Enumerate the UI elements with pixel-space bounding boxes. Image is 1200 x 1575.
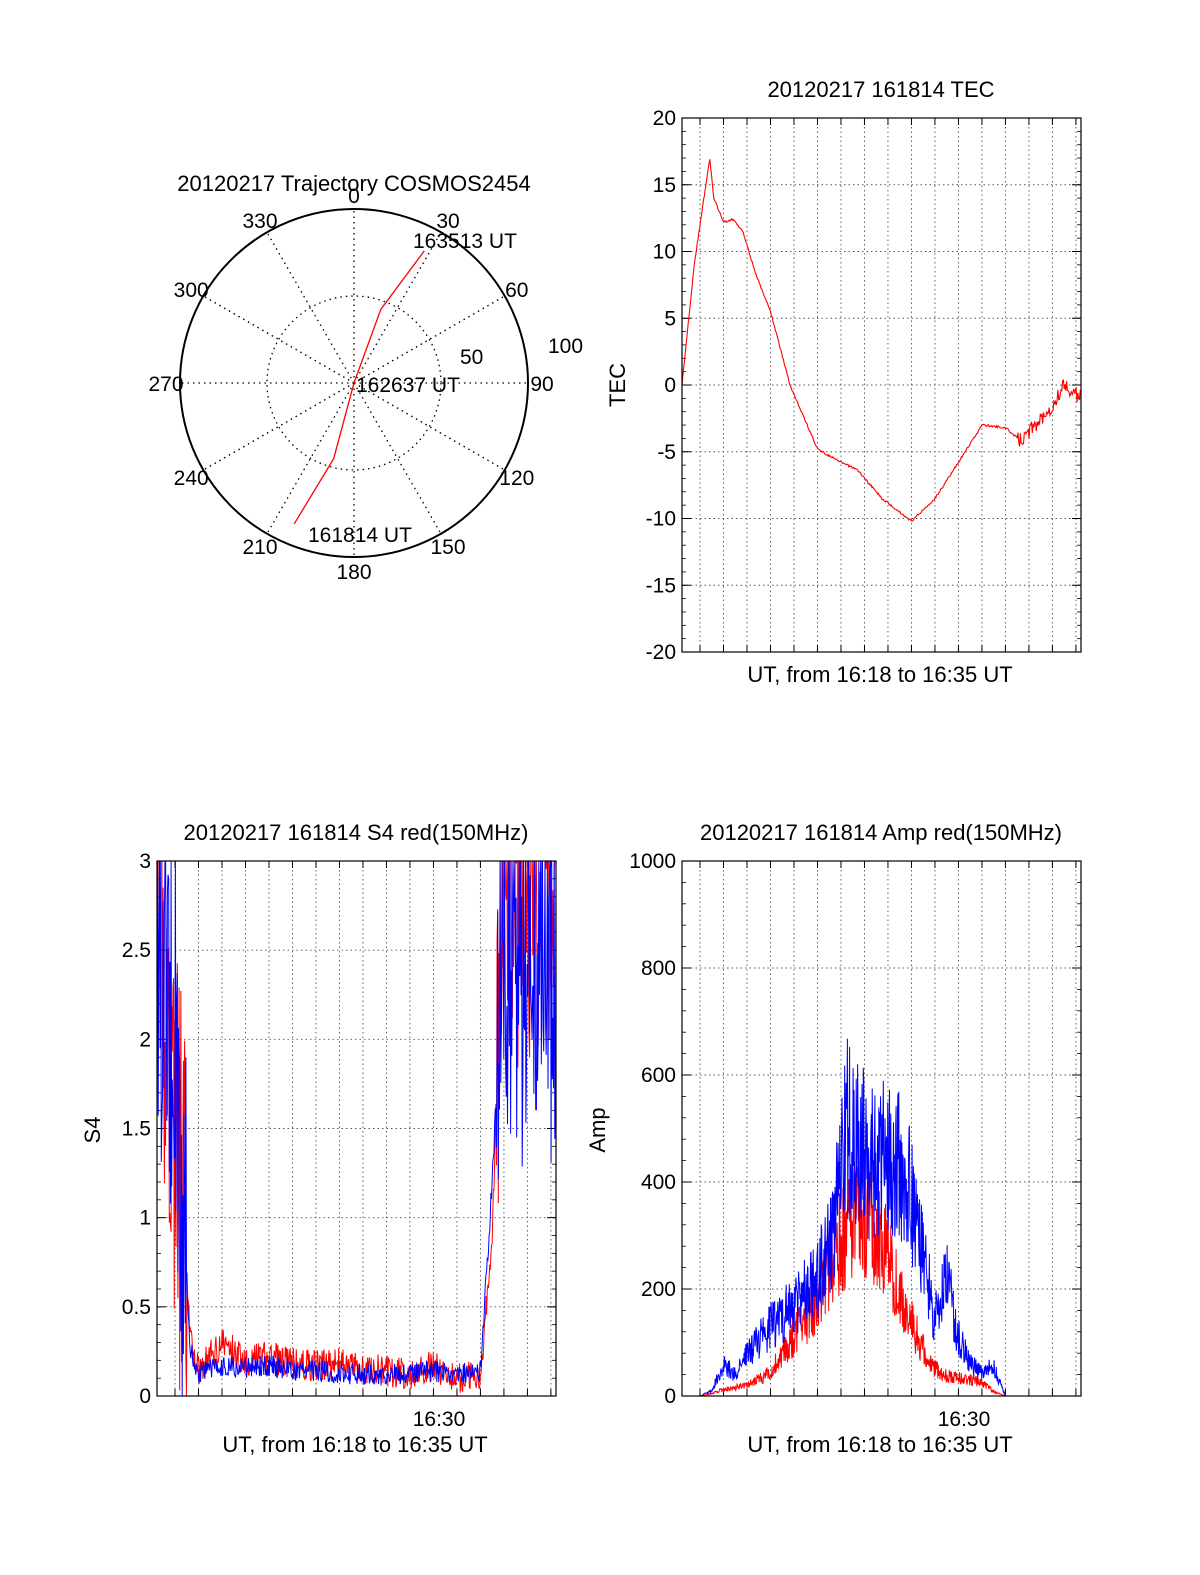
s4-x-tick-label-1630: 16:30 bbox=[413, 1408, 466, 1431]
amp-y-tick-label: 200 bbox=[641, 1278, 676, 1301]
tec-y-axis-label: TEC bbox=[605, 363, 630, 407]
polar-spoke bbox=[202, 382, 355, 471]
amp-y-tick-labels: 1000 800 600 400 200 0 bbox=[629, 850, 676, 1408]
polar-angle-label: 150 bbox=[430, 536, 465, 559]
s4-y-tick-label: 0.5 bbox=[122, 1296, 151, 1319]
amp-y-tick-label: 1000 bbox=[629, 850, 676, 873]
polar-spoke bbox=[353, 382, 506, 471]
s4-line bbox=[156, 860, 557, 1397]
polar-angle-label: 330 bbox=[242, 210, 277, 233]
polar-angle-label: 300 bbox=[174, 279, 209, 302]
polar-angle-label: 240 bbox=[174, 467, 209, 490]
s4-chart-title: 20120217 161814 S4 red(150MHz) bbox=[184, 820, 529, 845]
polar-end-time-label: 163513 UT bbox=[413, 230, 517, 253]
polar-angle-label: 0 bbox=[348, 185, 360, 208]
s4-x-axis-label: UT, from 16:18 to 16:35 UT bbox=[222, 1432, 487, 1457]
polar-angle-label: 30 bbox=[436, 210, 459, 233]
s4-y-tick-label: 1 bbox=[139, 1207, 151, 1230]
polar-start-time-label: 161814 UT bbox=[308, 524, 412, 547]
polar-outer-circle bbox=[179, 208, 529, 558]
polar-angle-label: 90 bbox=[530, 373, 553, 396]
polar-chart-title: 20120217 Trajectory COSMOS2454 bbox=[177, 171, 530, 196]
polar-angle-label: 120 bbox=[499, 467, 534, 490]
polar-ring-label-100: 100 bbox=[548, 335, 583, 358]
polar-spoke bbox=[353, 295, 506, 384]
tec-y-tick-label: 5 bbox=[664, 307, 676, 330]
polar-trajectory-line bbox=[293, 250, 425, 525]
polar-angle-labels: 0 30 60 90 120 150 180 210 240 270 300 330 bbox=[148, 185, 553, 584]
amp-chart: 20120217 161814 Amp red(150MHz) 1000 800 6… bbox=[585, 820, 1082, 1457]
polar-center-time-label: 162637 UT bbox=[356, 374, 460, 397]
s4-line bbox=[156, 860, 556, 1397]
amp-x-axis-label: UT, from 16:18 to 16:35 UT bbox=[747, 1432, 1012, 1457]
tec-chart: 20120217 161814 TEC 20151050-5-10-15-20 … bbox=[605, 77, 1082, 687]
amp-y-tick-label: 0 bbox=[664, 1385, 676, 1408]
tec-y-tick-label: -15 bbox=[646, 574, 676, 597]
tec-y-tick-label: -10 bbox=[646, 508, 676, 531]
tec-y-tick-label: 15 bbox=[653, 174, 676, 197]
amp-y-tick-label: 800 bbox=[641, 957, 676, 980]
polar-grid bbox=[180, 209, 528, 557]
polar-ring-label-50: 50 bbox=[460, 346, 483, 369]
amp-plot-frame bbox=[681, 860, 1082, 1397]
polar-spoke bbox=[266, 231, 355, 384]
amp-chart-title: 20120217 161814 Amp red(150MHz) bbox=[700, 820, 1062, 845]
polar-spoke bbox=[353, 382, 442, 535]
tec-y-tick-label: -5 bbox=[657, 441, 676, 464]
tec-plot-frame bbox=[681, 117, 1082, 653]
polar-angle-label: 180 bbox=[336, 561, 371, 584]
polar-ring-50 bbox=[266, 295, 442, 471]
tec-series bbox=[681, 159, 1082, 522]
s4-y-tick-label: 1.5 bbox=[122, 1118, 151, 1141]
s4-chart: 20120217 161814 S4 red(150MHz) 3 2.5 2 1.5 1… bbox=[80, 820, 557, 1457]
polar-spoke bbox=[353, 231, 442, 384]
tec-y-tick-label: 10 bbox=[653, 241, 676, 264]
tec-y-tick-label: -20 bbox=[646, 641, 676, 664]
polar-angle-label: 270 bbox=[148, 373, 183, 396]
s4-y-tick-label: 2.5 bbox=[122, 939, 151, 962]
s4-y-tick-label: 2 bbox=[139, 1028, 151, 1051]
s4-series bbox=[156, 860, 557, 1397]
tec-x-axis-label: UT, from 16:18 to 16:35 UT bbox=[747, 662, 1012, 687]
tec-grid bbox=[682, 117, 1081, 653]
tec-line bbox=[681, 159, 1082, 522]
amp-y-axis-label: Amp bbox=[585, 1107, 610, 1152]
s4-plot-frame bbox=[156, 860, 557, 1397]
tec-chart-title: 20120217 161814 TEC bbox=[767, 77, 994, 102]
tec-y-tick-label: 0 bbox=[664, 374, 676, 397]
polar-angle-label: 210 bbox=[242, 536, 277, 559]
amp-x-tick-label-1630: 16:30 bbox=[938, 1408, 991, 1431]
polar-angle-label: 60 bbox=[505, 279, 528, 302]
polar-trajectory-series bbox=[293, 250, 425, 525]
s4-y-axis-label: S4 bbox=[80, 1117, 105, 1144]
polar-spoke bbox=[266, 382, 355, 535]
s4-y-tick-label: 0 bbox=[139, 1385, 151, 1408]
s4-y-tick-label: 3 bbox=[139, 850, 151, 873]
s4-y-tick-labels: 3 2.5 2 1.5 1 0.5 0 bbox=[122, 850, 151, 1408]
polar-spoke bbox=[202, 295, 355, 384]
amp-y-tick-label: 400 bbox=[641, 1171, 676, 1194]
polar-trajectory-chart: 20120217 Trajectory COSMOS2454 0 30 60 90 12… bbox=[148, 171, 583, 584]
tec-y-tick-label: 20 bbox=[653, 107, 676, 130]
tec-y-tick-labels: 20 15 10 5 0 -5 -10 -15 -20 bbox=[646, 107, 676, 664]
amp-y-tick-label: 600 bbox=[641, 1064, 676, 1087]
